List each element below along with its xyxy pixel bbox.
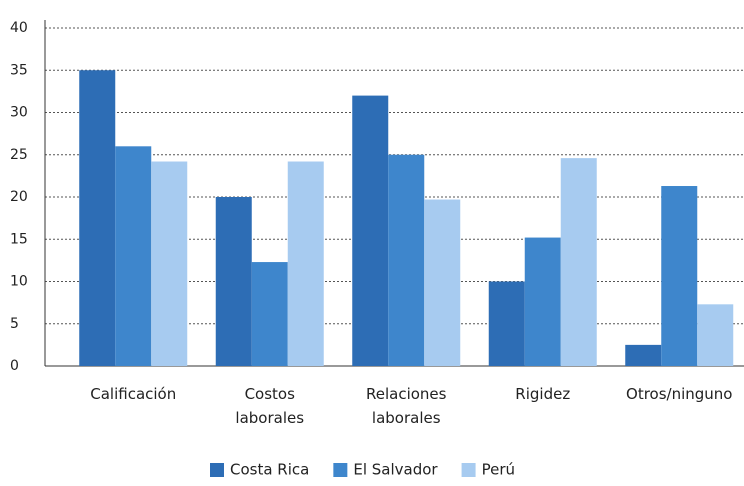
legend-swatch <box>333 463 348 477</box>
y-tick-label: 30 <box>10 105 28 121</box>
legend-swatch <box>210 463 224 477</box>
bar <box>625 344 662 366</box>
y-tick-label: 40 <box>10 20 28 36</box>
bar <box>424 199 461 366</box>
bar <box>287 161 324 366</box>
x-tick-label: Otros/ninguno <box>626 385 732 403</box>
bar <box>388 154 425 366</box>
y-tick-label: 20 <box>10 189 28 205</box>
bar <box>115 146 152 366</box>
y-tick-label: 10 <box>10 274 28 290</box>
x-tick-label: Costos laborales <box>235 385 304 427</box>
y-tick-label: 15 <box>10 231 28 247</box>
bar <box>151 161 188 366</box>
bar <box>661 186 698 366</box>
y-tick-label: 25 <box>10 147 28 163</box>
legend-label: Costa Rica <box>230 461 309 479</box>
y-tick-label: 0 <box>10 358 19 374</box>
bar <box>79 70 116 366</box>
bar <box>697 304 734 366</box>
bar <box>488 281 525 366</box>
legend-swatch <box>461 463 476 477</box>
legend-label: Perú <box>482 461 515 479</box>
y-tick-label: 5 <box>10 316 19 332</box>
bar <box>215 197 252 366</box>
y-tick-label: 35 <box>10 62 28 78</box>
bar <box>251 262 288 366</box>
bar <box>524 237 561 366</box>
legend-label: El Salvador <box>353 461 438 479</box>
x-tick-label: Relaciones laborales <box>366 385 447 427</box>
bar <box>352 95 389 366</box>
x-tick-label: Calificación <box>90 385 176 403</box>
bar <box>560 158 597 366</box>
x-tick-label: Rigidez <box>515 385 570 403</box>
